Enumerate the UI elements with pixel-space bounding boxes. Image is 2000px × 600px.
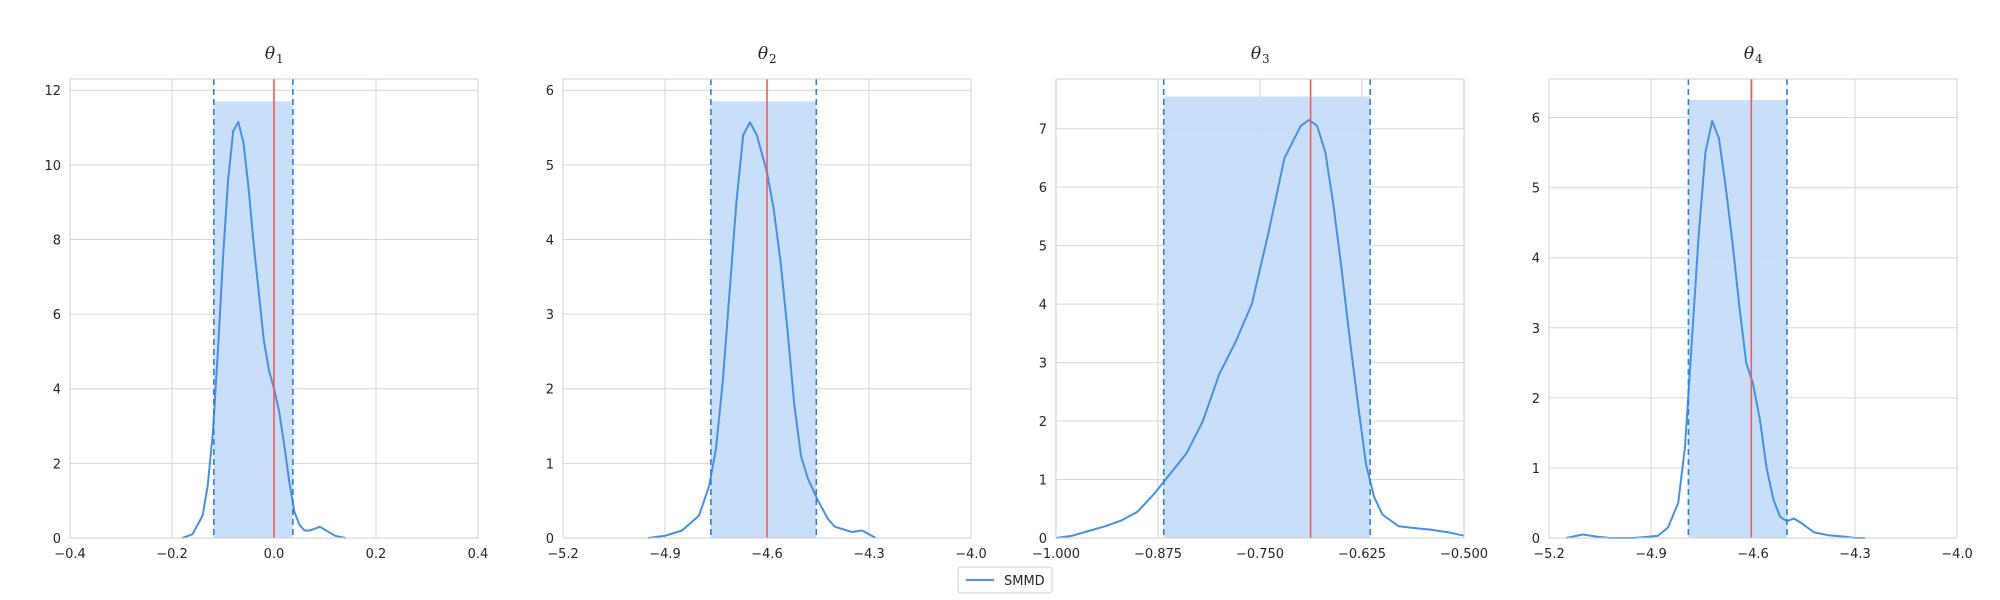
x-tick-label: 0.2 — [366, 547, 387, 562]
y-tick-label: 2 — [53, 457, 61, 472]
axes-frame — [1055, 78, 1465, 539]
x-tick-label: −4.3 — [853, 547, 885, 562]
axes-frame — [562, 78, 972, 539]
x-tick-label: −4.0 — [1941, 547, 1973, 562]
x-tick-label: −0.750 — [1236, 547, 1284, 562]
y-tick-label: 3 — [1039, 357, 1047, 372]
y-tick-label: 6 — [546, 84, 554, 99]
panel-title: θ — [1744, 44, 1754, 64]
y-tick-label: 2 — [546, 383, 554, 398]
interval-band — [1163, 96, 1371, 538]
panel-title-subscript: 2 — [769, 52, 777, 66]
y-tick-label: 6 — [1532, 112, 1540, 127]
y-tick-label: 0 — [546, 532, 554, 547]
y-tick-label: 4 — [1532, 252, 1540, 267]
y-tick-label: 0 — [1532, 532, 1540, 547]
y-tick-label: 10 — [44, 159, 61, 174]
x-tick-label: −4.9 — [1635, 547, 1667, 562]
x-tick-label: −0.4 — [54, 547, 86, 562]
panel-title-subscript: 4 — [1755, 52, 1763, 66]
y-tick-label: 3 — [1532, 322, 1540, 337]
x-tick-label: −4.3 — [1839, 547, 1871, 562]
y-tick-label: 5 — [546, 159, 554, 174]
interval-band — [1688, 100, 1787, 539]
legend: SMMD — [957, 566, 1053, 594]
x-tick-label: −5.2 — [547, 547, 579, 562]
x-tick-label: −0.2 — [156, 547, 188, 562]
legend-label: SMMD — [1004, 574, 1045, 589]
panel-title: θ — [265, 44, 275, 64]
y-tick-label: 0 — [53, 532, 61, 547]
panel-title: θ — [1251, 44, 1261, 64]
y-tick-label: 6 — [53, 308, 61, 323]
y-tick-label: 1 — [1039, 474, 1047, 489]
axes-frame — [69, 78, 479, 539]
y-tick-label: 5 — [1532, 182, 1540, 197]
x-tick-label: −0.500 — [1440, 547, 1488, 562]
x-tick-label: 0.0 — [264, 547, 285, 562]
x-tick-label: −0.875 — [1134, 547, 1182, 562]
interval-band — [213, 101, 293, 538]
axes-frame — [1548, 78, 1958, 539]
y-tick-label: 4 — [546, 233, 554, 248]
x-tick-label: −0.625 — [1338, 547, 1386, 562]
y-tick-label: 4 — [53, 383, 61, 398]
y-tick-label: 6 — [1039, 181, 1047, 196]
y-tick-label: 2 — [1039, 415, 1047, 430]
x-tick-label: −4.6 — [1737, 547, 1769, 562]
y-tick-label: 8 — [53, 233, 61, 248]
density-curve — [181, 120, 346, 539]
x-tick-label: −5.2 — [1533, 547, 1565, 562]
y-tick-label: 1 — [1532, 462, 1540, 477]
y-tick-label: 2 — [1532, 392, 1540, 407]
legend-frame — [957, 566, 1053, 594]
panel-title-subscript: 1 — [276, 52, 284, 66]
y-tick-label: 5 — [1039, 240, 1047, 255]
y-tick-label: 0 — [1039, 532, 1047, 547]
x-tick-label: 0.4 — [468, 547, 489, 562]
panel-1: −0.4 −0.2 0.0 0.2 0.4 0 2 4 6 8 10 12 θ 1 — [44, 44, 488, 562]
density-curve — [1055, 118, 1465, 539]
y-tick-label: 7 — [1039, 123, 1047, 138]
y-tick-label: 12 — [44, 84, 61, 99]
y-tick-label: 3 — [546, 308, 554, 323]
x-tick-label: −4.9 — [649, 547, 681, 562]
x-tick-label: −4.6 — [751, 547, 783, 562]
y-tick-label: 4 — [1039, 298, 1047, 313]
panel-title-subscript: 3 — [1262, 52, 1270, 66]
x-tick-label: −1.000 — [1032, 547, 1080, 562]
y-tick-label: 1 — [546, 457, 554, 472]
x-tick-label: −4.0 — [955, 547, 987, 562]
panel-title: θ — [758, 44, 768, 64]
density-curve — [1565, 120, 1866, 539]
